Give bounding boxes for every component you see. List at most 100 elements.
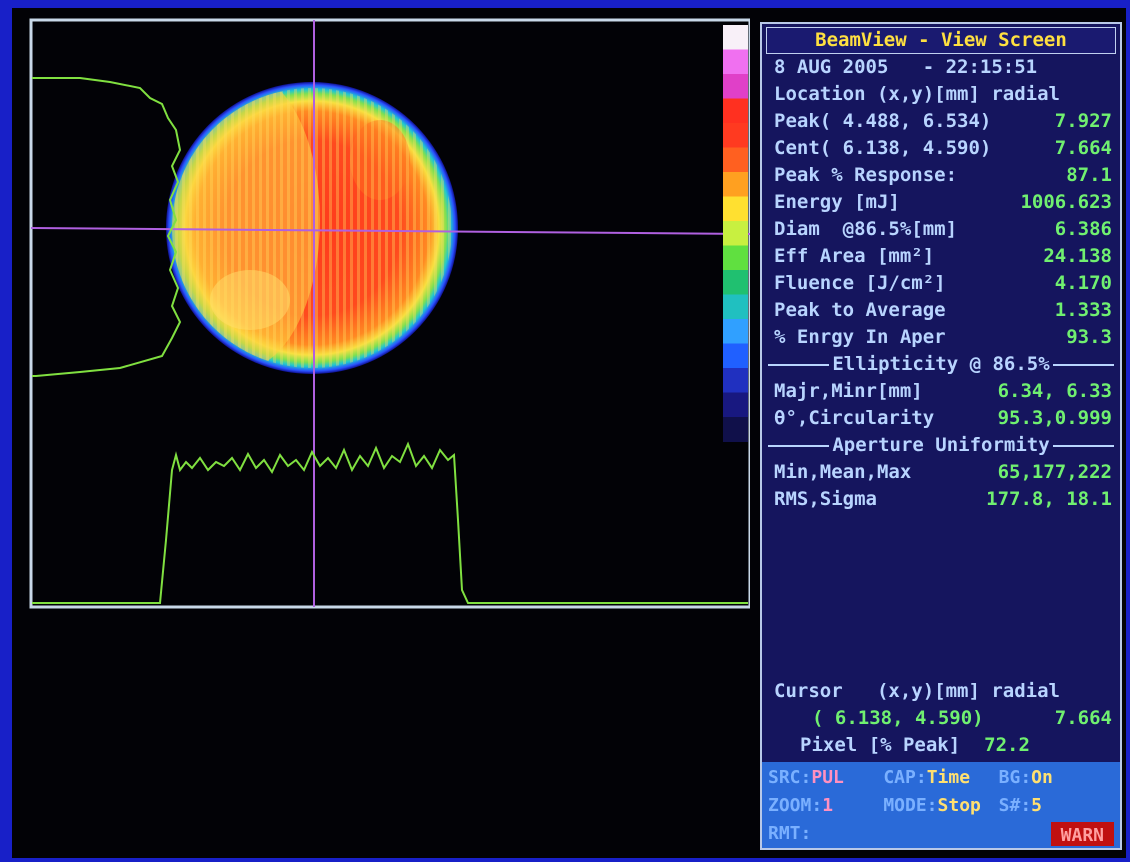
- row-label: Peak % Response:: [774, 162, 957, 189]
- color-swatch: [723, 148, 748, 173]
- row-label: RMS,Sigma: [774, 486, 877, 513]
- beam-texture: [160, 70, 460, 380]
- color-swatch: [723, 50, 748, 75]
- vertical-profile: [32, 78, 180, 376]
- row-label: Peak( 4.488, 6.534): [774, 108, 991, 135]
- row-label: Cent( 6.138, 4.590): [774, 135, 991, 162]
- row-value: 7.664: [1055, 135, 1112, 162]
- row-value: 87.1: [1066, 162, 1112, 189]
- section-title: Aperture Uniformity: [829, 432, 1052, 459]
- section-header: Aperture Uniformity: [762, 432, 1120, 459]
- data-row: θ°,Circularity 95.3,0.999: [762, 405, 1120, 432]
- status-value: On: [1031, 767, 1053, 788]
- data-row: Peak( 4.488, 6.534) 7.927: [762, 108, 1120, 135]
- row-value: 4.170: [1055, 270, 1112, 297]
- status-cell: MODE:Stop: [883, 792, 998, 820]
- data-row: Min,Mean,Max 65,177,222: [762, 459, 1120, 486]
- horizontal-profile: [32, 444, 748, 603]
- page: BeamView - View Screen 8 AUG 2005 - 22:1…: [0, 0, 1130, 862]
- info-panel: BeamView - View Screen 8 AUG 2005 - 22:1…: [760, 22, 1122, 850]
- row-value: 177.8, 18.1: [986, 486, 1112, 513]
- status-cell: S#:5: [999, 792, 1114, 820]
- color-swatch: [723, 344, 748, 369]
- warning-indicator: WARN: [1051, 822, 1114, 846]
- color-swatch: [723, 25, 748, 50]
- status-label: SRC:: [768, 767, 811, 788]
- cursor-radial: 7.664: [1055, 705, 1112, 732]
- pixel-label: Pixel [% Peak]: [800, 732, 960, 759]
- row-value: 95.3,0.999: [998, 405, 1112, 432]
- row-label: Diam @86.5%[mm]: [774, 216, 957, 243]
- timestamp: 8 AUG 2005 - 22:15:51: [762, 54, 1120, 81]
- status-label: MODE:: [883, 795, 937, 816]
- status-value: Stop: [938, 795, 981, 816]
- row-value: 7.927: [1055, 108, 1112, 135]
- row-value: 1006.623: [1020, 189, 1112, 216]
- data-row: RMS,Sigma 177.8, 18.1: [762, 486, 1120, 513]
- panel-title: BeamView - View Screen: [766, 27, 1116, 54]
- location-header: Location (x,y)[mm] radial: [762, 81, 1120, 108]
- row-value: 93.3: [1066, 324, 1112, 351]
- row-value: 1.333: [1055, 297, 1112, 324]
- cursor-readout: Cursor (x,y)[mm] radial ( 6.138, 4.590) …: [762, 678, 1120, 759]
- data-row: Diam @86.5%[mm] 6.386: [762, 216, 1120, 243]
- beam-image: [0, 0, 750, 620]
- aperture-uniformity: Min,Mean,Max 65,177,222 RMS,Sigma 177.8, 18…: [762, 459, 1120, 513]
- status-label: BG:: [999, 767, 1032, 788]
- cursor-position-row: ( 6.138, 4.590) 7.664: [762, 705, 1120, 732]
- status-value: Time: [927, 767, 970, 788]
- color-swatch: [723, 393, 748, 418]
- row-label: Peak to Average: [774, 297, 946, 324]
- ellipticity: Majr,Minr[mm] 6.34, 6.33 θ°,Circularity 95.…: [762, 378, 1120, 432]
- data-row: Peak to Average 1.333: [762, 297, 1120, 324]
- data-row: Majr,Minr[mm] 6.34, 6.33: [762, 378, 1120, 405]
- row-label: Energy [mJ]: [774, 189, 900, 216]
- status-value: PUL: [811, 767, 844, 788]
- color-scale: [723, 25, 748, 442]
- status-cell: BG:On: [999, 764, 1114, 792]
- color-swatch: [723, 221, 748, 246]
- status-cell: RMT:: [768, 820, 883, 848]
- status-label: CAP:: [883, 767, 926, 788]
- color-swatch: [723, 270, 748, 295]
- color-swatch: [723, 99, 748, 124]
- color-swatch: [723, 74, 748, 99]
- pixel-row: Pixel [% Peak] 72.2: [762, 732, 1120, 759]
- color-swatch: [723, 197, 748, 222]
- status-value: 1: [822, 795, 833, 816]
- row-value: 65,177,222: [998, 459, 1112, 486]
- data-row: Fluence [J/cm²] 4.170: [762, 270, 1120, 297]
- row-label: Min,Mean,Max: [774, 459, 911, 486]
- status-label: ZOOM:: [768, 795, 822, 816]
- row-label: Majr,Minr[mm]: [774, 378, 923, 405]
- data-row: % Enrgy In Aper 93.3: [762, 324, 1120, 351]
- color-swatch: [723, 246, 748, 271]
- row-value: 24.138: [1043, 243, 1112, 270]
- status-label: S#:: [999, 795, 1032, 816]
- row-label: Eff Area [mm²]: [774, 243, 934, 270]
- data-row: Energy [mJ] 1006.623: [762, 189, 1120, 216]
- pixel-value: 72.2: [984, 732, 1030, 759]
- status-value: 5: [1031, 795, 1042, 816]
- row-label: Fluence [J/cm²]: [774, 270, 946, 297]
- row-value: 6.386: [1055, 216, 1112, 243]
- status-label: RMT:: [768, 823, 811, 844]
- row-value: 6.34, 6.33: [998, 378, 1112, 405]
- color-swatch: [723, 172, 748, 197]
- color-swatch: [723, 295, 748, 320]
- data-row: Cent( 6.138, 4.590) 7.664: [762, 135, 1120, 162]
- color-swatch: [723, 123, 748, 148]
- color-swatch: [723, 368, 748, 393]
- row-label: θ°,Circularity: [774, 405, 934, 432]
- color-swatch: [723, 319, 748, 344]
- data-row: Peak % Response: 87.1: [762, 162, 1120, 189]
- cursor-header: Cursor (x,y)[mm] radial: [762, 678, 1120, 705]
- cursor-position: ( 6.138, 4.590): [812, 705, 984, 732]
- row-label: % Enrgy In Aper: [774, 324, 946, 351]
- section-title: Ellipticity @ 86.5%: [829, 351, 1052, 378]
- section-header: Ellipticity @ 86.5%: [762, 351, 1120, 378]
- status-cell: CAP:Time: [883, 764, 998, 792]
- data-row: Eff Area [mm²] 24.138: [762, 243, 1120, 270]
